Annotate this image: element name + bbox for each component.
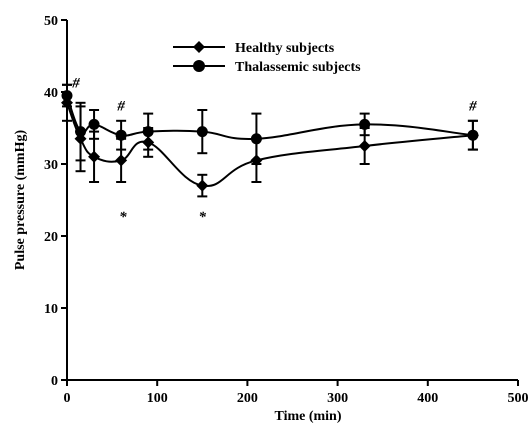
x-tick-label: 300 [327,391,348,406]
tick-labels: 0 100 200 300 400 500 0 10 20 30 40 50 [44,14,529,406]
x-tick-label: 0 [64,391,71,406]
significance-hash-annotation: # [116,99,125,115]
significance-hash-annotation: # [468,99,477,115]
series-layer [61,83,479,198]
data-point-diamond [196,179,209,192]
y-tick-label: 20 [44,230,58,245]
legend: Healthy subjects Thalassemic subjects [173,41,361,75]
significance-hash-annotation: # [71,76,80,92]
data-point-circle [467,129,479,141]
data-point-diamond [358,140,371,152]
y-tick-label: 40 [44,86,58,101]
data-point-circle [88,118,100,130]
data-point-circle [250,133,262,145]
series-line [66,95,473,140]
data-point-diamond [115,154,128,167]
legend-circle-icon [193,60,205,72]
y-tick-label: 10 [44,302,58,317]
legend-label-healthy: Healthy subjects [235,41,335,56]
data-point-circle [142,126,154,138]
x-tick-label: 500 [508,391,529,406]
significance-star-annotation: * [119,210,127,226]
data-point-circle [61,90,73,102]
legend-diamond-icon [193,41,205,53]
series-thalassemic [61,83,479,165]
x-tick-label: 200 [237,391,258,406]
significance-star-annotation: * [199,210,207,226]
y-axis-title: Pulse pressure (mmHg) [13,130,28,271]
data-point-circle [115,129,127,141]
y-tick-label: 0 [51,374,58,389]
data-point-circle [359,118,371,130]
x-tick-label: 400 [417,391,438,406]
y-tick-label: 30 [44,158,58,173]
axes [66,20,518,381]
annotation-layer: # # # * * [71,76,477,226]
legend-label-thalassemic: Thalassemic subjects [235,60,361,75]
x-axis-title: Time (min) [274,409,341,424]
y-tick-label: 50 [44,14,58,29]
data-point-diamond [88,150,101,163]
x-tick-label: 100 [147,391,168,406]
series-line [66,102,473,187]
data-point-circle [196,126,208,138]
data-point-circle [75,126,87,138]
